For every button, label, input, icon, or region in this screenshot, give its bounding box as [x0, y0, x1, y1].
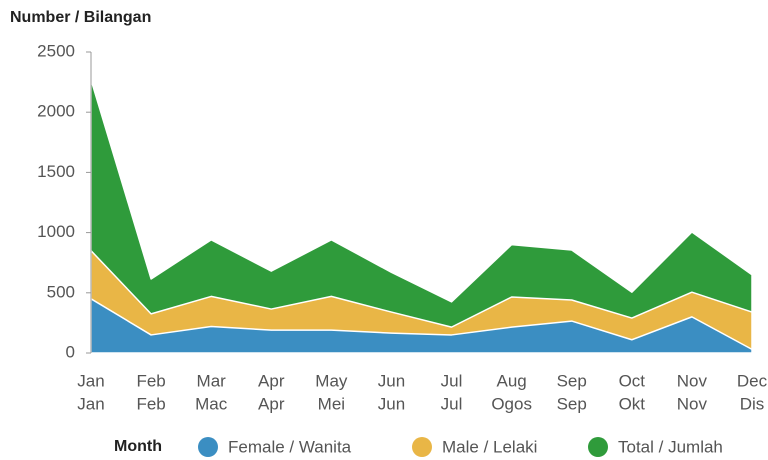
- x-axis-title: Month: [114, 438, 162, 455]
- x-tick-label: Nov: [677, 394, 708, 413]
- x-tick-label: Apr: [258, 394, 285, 413]
- y-tick-label: 500: [47, 282, 75, 301]
- legend-label: Total / Jumlah: [618, 437, 723, 456]
- legend-swatch: [412, 437, 432, 457]
- x-tick-label: Jun: [378, 394, 405, 413]
- x-tick-label: Nov: [677, 371, 708, 390]
- x-tick-label: Okt: [619, 394, 646, 413]
- x-tick-label: May: [315, 371, 348, 390]
- x-tick-label: Apr: [258, 371, 285, 390]
- area: [90, 298, 753, 354]
- x-tick-label: Aug: [497, 371, 527, 390]
- x-tick-label: Ogos: [491, 394, 532, 413]
- x-tick-label: Oct: [619, 371, 646, 390]
- legend-label: Male / Lelaki: [442, 437, 537, 456]
- x-tick-label: Jan: [77, 394, 104, 413]
- x-tick-label: Jul: [441, 371, 463, 390]
- x-tick-label: Jul: [441, 394, 463, 413]
- x-tick-label: Feb: [136, 371, 165, 390]
- x-tick-label: Jan: [77, 371, 104, 390]
- x-tick-label: Feb: [136, 394, 165, 413]
- x-tick-label: Sep: [557, 394, 587, 413]
- y-tick-label: 1500: [37, 162, 75, 181]
- legend-swatch: [198, 437, 218, 457]
- x-tick-label: Mac: [195, 394, 228, 413]
- y-axis-title: Number / Bilangan: [10, 9, 151, 26]
- x-tick-label: Jun: [378, 371, 405, 390]
- y-tick-label: 0: [66, 342, 75, 361]
- area: [90, 78, 753, 354]
- x-tick-label: Dec: [737, 371, 768, 390]
- y-tick-label: 2500: [37, 41, 75, 60]
- y-tick-label: 1000: [37, 222, 75, 241]
- x-tick-label: Mei: [318, 394, 345, 413]
- x-tick-label: Mar: [197, 371, 227, 390]
- y-tick-label: 2000: [37, 102, 75, 121]
- x-tick-label: Sep: [557, 371, 587, 390]
- x-tick-label: Dis: [740, 394, 765, 413]
- legend-label: Female / Wanita: [228, 437, 352, 456]
- legend-swatch: [588, 437, 608, 457]
